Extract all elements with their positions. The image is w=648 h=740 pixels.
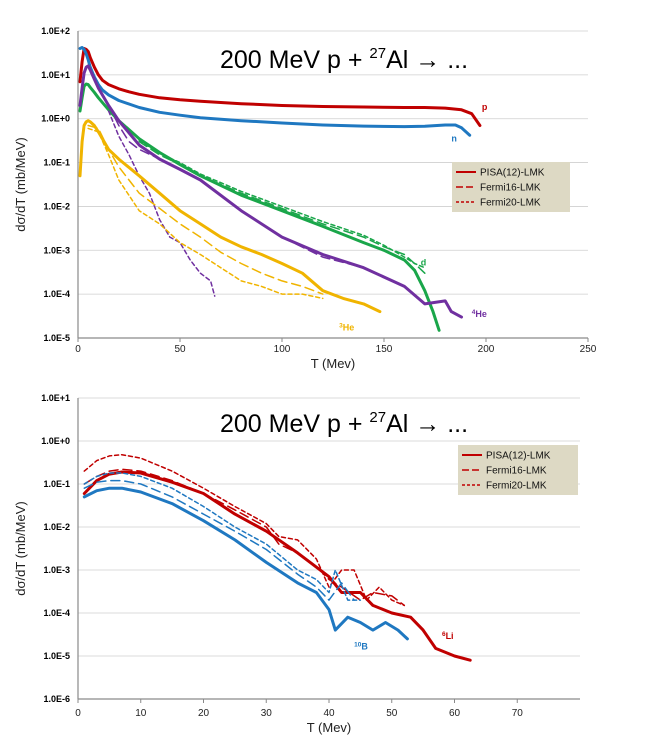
x-tick-label: 40 <box>323 708 335 719</box>
y-axis-label: dσ/dT (mb/MeV) <box>13 137 28 231</box>
y-tick-label: 1.0E-5 <box>43 651 70 661</box>
series-line <box>83 472 362 601</box>
chart-title: 200 MeV p + 27Al → ... <box>220 409 468 438</box>
y-axis-label: dσ/dT (mb/MeV) <box>13 501 28 595</box>
y-tick-label: 1.0E-5 <box>43 333 70 343</box>
title-superscript: 27 <box>369 45 386 62</box>
title-end: Al → ... <box>386 46 468 74</box>
x-tick-label: 200 <box>478 344 495 355</box>
legend-label: Fermi16-LMK <box>480 183 541 194</box>
y-tick-label: 1.0E-3 <box>43 245 70 255</box>
title-main: 200 MeV p + <box>220 46 369 74</box>
annotation-symbol: B <box>361 642 368 652</box>
y-tick-label: 1.0E+1 <box>41 70 70 80</box>
x-tick-label: 70 <box>512 708 524 719</box>
x-tick-label: 150 <box>376 344 393 355</box>
annotation-superscript: 6 <box>442 631 446 638</box>
x-tick-label: 20 <box>198 708 210 719</box>
plot-area <box>78 398 580 699</box>
x-tick-label: 0 <box>75 708 81 719</box>
series-annotation: 6Li <box>442 631 454 641</box>
legend: PISA(12)-LMK Fermi16-LMK Fermi20-LMK <box>452 162 570 212</box>
series-line <box>83 479 355 601</box>
series-annotation: 10B <box>354 642 368 652</box>
legend-label: Fermi16-LMK <box>486 466 547 477</box>
annotation-superscript: 10 <box>354 642 362 649</box>
title-end: Al → ... <box>386 410 468 438</box>
x-tick-label: 50 <box>386 708 398 719</box>
chart-2: 1.0E+1 1.0E+0 1.0E-1 1.0E-2 1.0E-3 1.0E-4 1.0E… <box>13 393 580 735</box>
series-annotation: p <box>482 102 488 112</box>
legend-label: Fermi20-LMK <box>480 198 541 209</box>
series-line <box>138 140 426 274</box>
chart-title: 200 MeV p + 27Al → ... <box>220 45 468 74</box>
series-line <box>87 127 324 300</box>
annotation-symbol: He <box>475 309 487 319</box>
series-line <box>78 47 482 127</box>
series-group <box>82 453 472 662</box>
series-group <box>78 46 482 332</box>
y-tick-label: 1.0E+0 <box>41 114 70 124</box>
y-tick-label: 1.0E-2 <box>43 201 70 211</box>
series-annotation: 3He <box>339 322 354 332</box>
series-annotation: d <box>421 257 427 267</box>
series-line <box>138 139 426 269</box>
chart-1: 1.0E+2 1.0E+1 1.0E+0 1.0E-1 1.0E-2 1.0E-3 1.0E… <box>13 26 597 371</box>
series-line <box>107 104 406 288</box>
x-axis-label: T (Mev) <box>307 720 352 735</box>
y-tick-label: 1.0E-1 <box>43 158 70 168</box>
y-tick-label: 1.0E-4 <box>43 289 70 299</box>
x-tick-label: 100 <box>274 344 291 355</box>
y-tick-label: 1.0E-3 <box>43 565 70 575</box>
series-line <box>87 124 324 295</box>
title-main: 200 MeV p + <box>220 410 369 438</box>
x-tick-label: 30 <box>261 708 273 719</box>
series-line <box>107 110 216 297</box>
x-tick-label: 250 <box>580 344 597 355</box>
x-tick-label: 0 <box>75 344 81 355</box>
series-line <box>82 486 409 641</box>
legend: PISA(12)-LMK Fermi16-LMK Fermi20-LMK <box>458 445 578 495</box>
title-superscript: 27 <box>369 409 386 426</box>
y-tick-label: 1.0E-1 <box>43 479 70 489</box>
annotation-superscript: 4 <box>472 309 476 316</box>
series-annotation: 4He <box>472 309 487 319</box>
series-line <box>83 453 406 607</box>
annotation-superscript: 3 <box>339 322 343 329</box>
legend-label: PISA(12)-LMK <box>480 168 545 179</box>
x-tick-label: 50 <box>174 344 186 355</box>
series-line <box>78 46 472 137</box>
legend-label: Fermi20-LMK <box>486 481 547 492</box>
x-tick-label: 60 <box>449 708 461 719</box>
legend-label: PISA(12)-LMK <box>486 451 551 462</box>
y-tick-label: 1.0E-4 <box>43 608 70 618</box>
y-tick-label: 1.0E+0 <box>41 436 70 446</box>
annotation-symbol: He <box>343 322 355 332</box>
series-line <box>78 119 382 314</box>
y-tick-label: 1.0E+1 <box>41 393 70 403</box>
annotation-symbol: Li <box>446 631 454 641</box>
x-tick-label: 10 <box>135 708 147 719</box>
y-tick-label: 1.0E-2 <box>43 522 70 532</box>
x-axis-label: T (Mev) <box>311 356 356 371</box>
y-tick-label: 1.0E+2 <box>41 26 70 36</box>
series-annotation: n <box>451 134 457 144</box>
y-tick-label: 1.0E-6 <box>43 694 70 704</box>
